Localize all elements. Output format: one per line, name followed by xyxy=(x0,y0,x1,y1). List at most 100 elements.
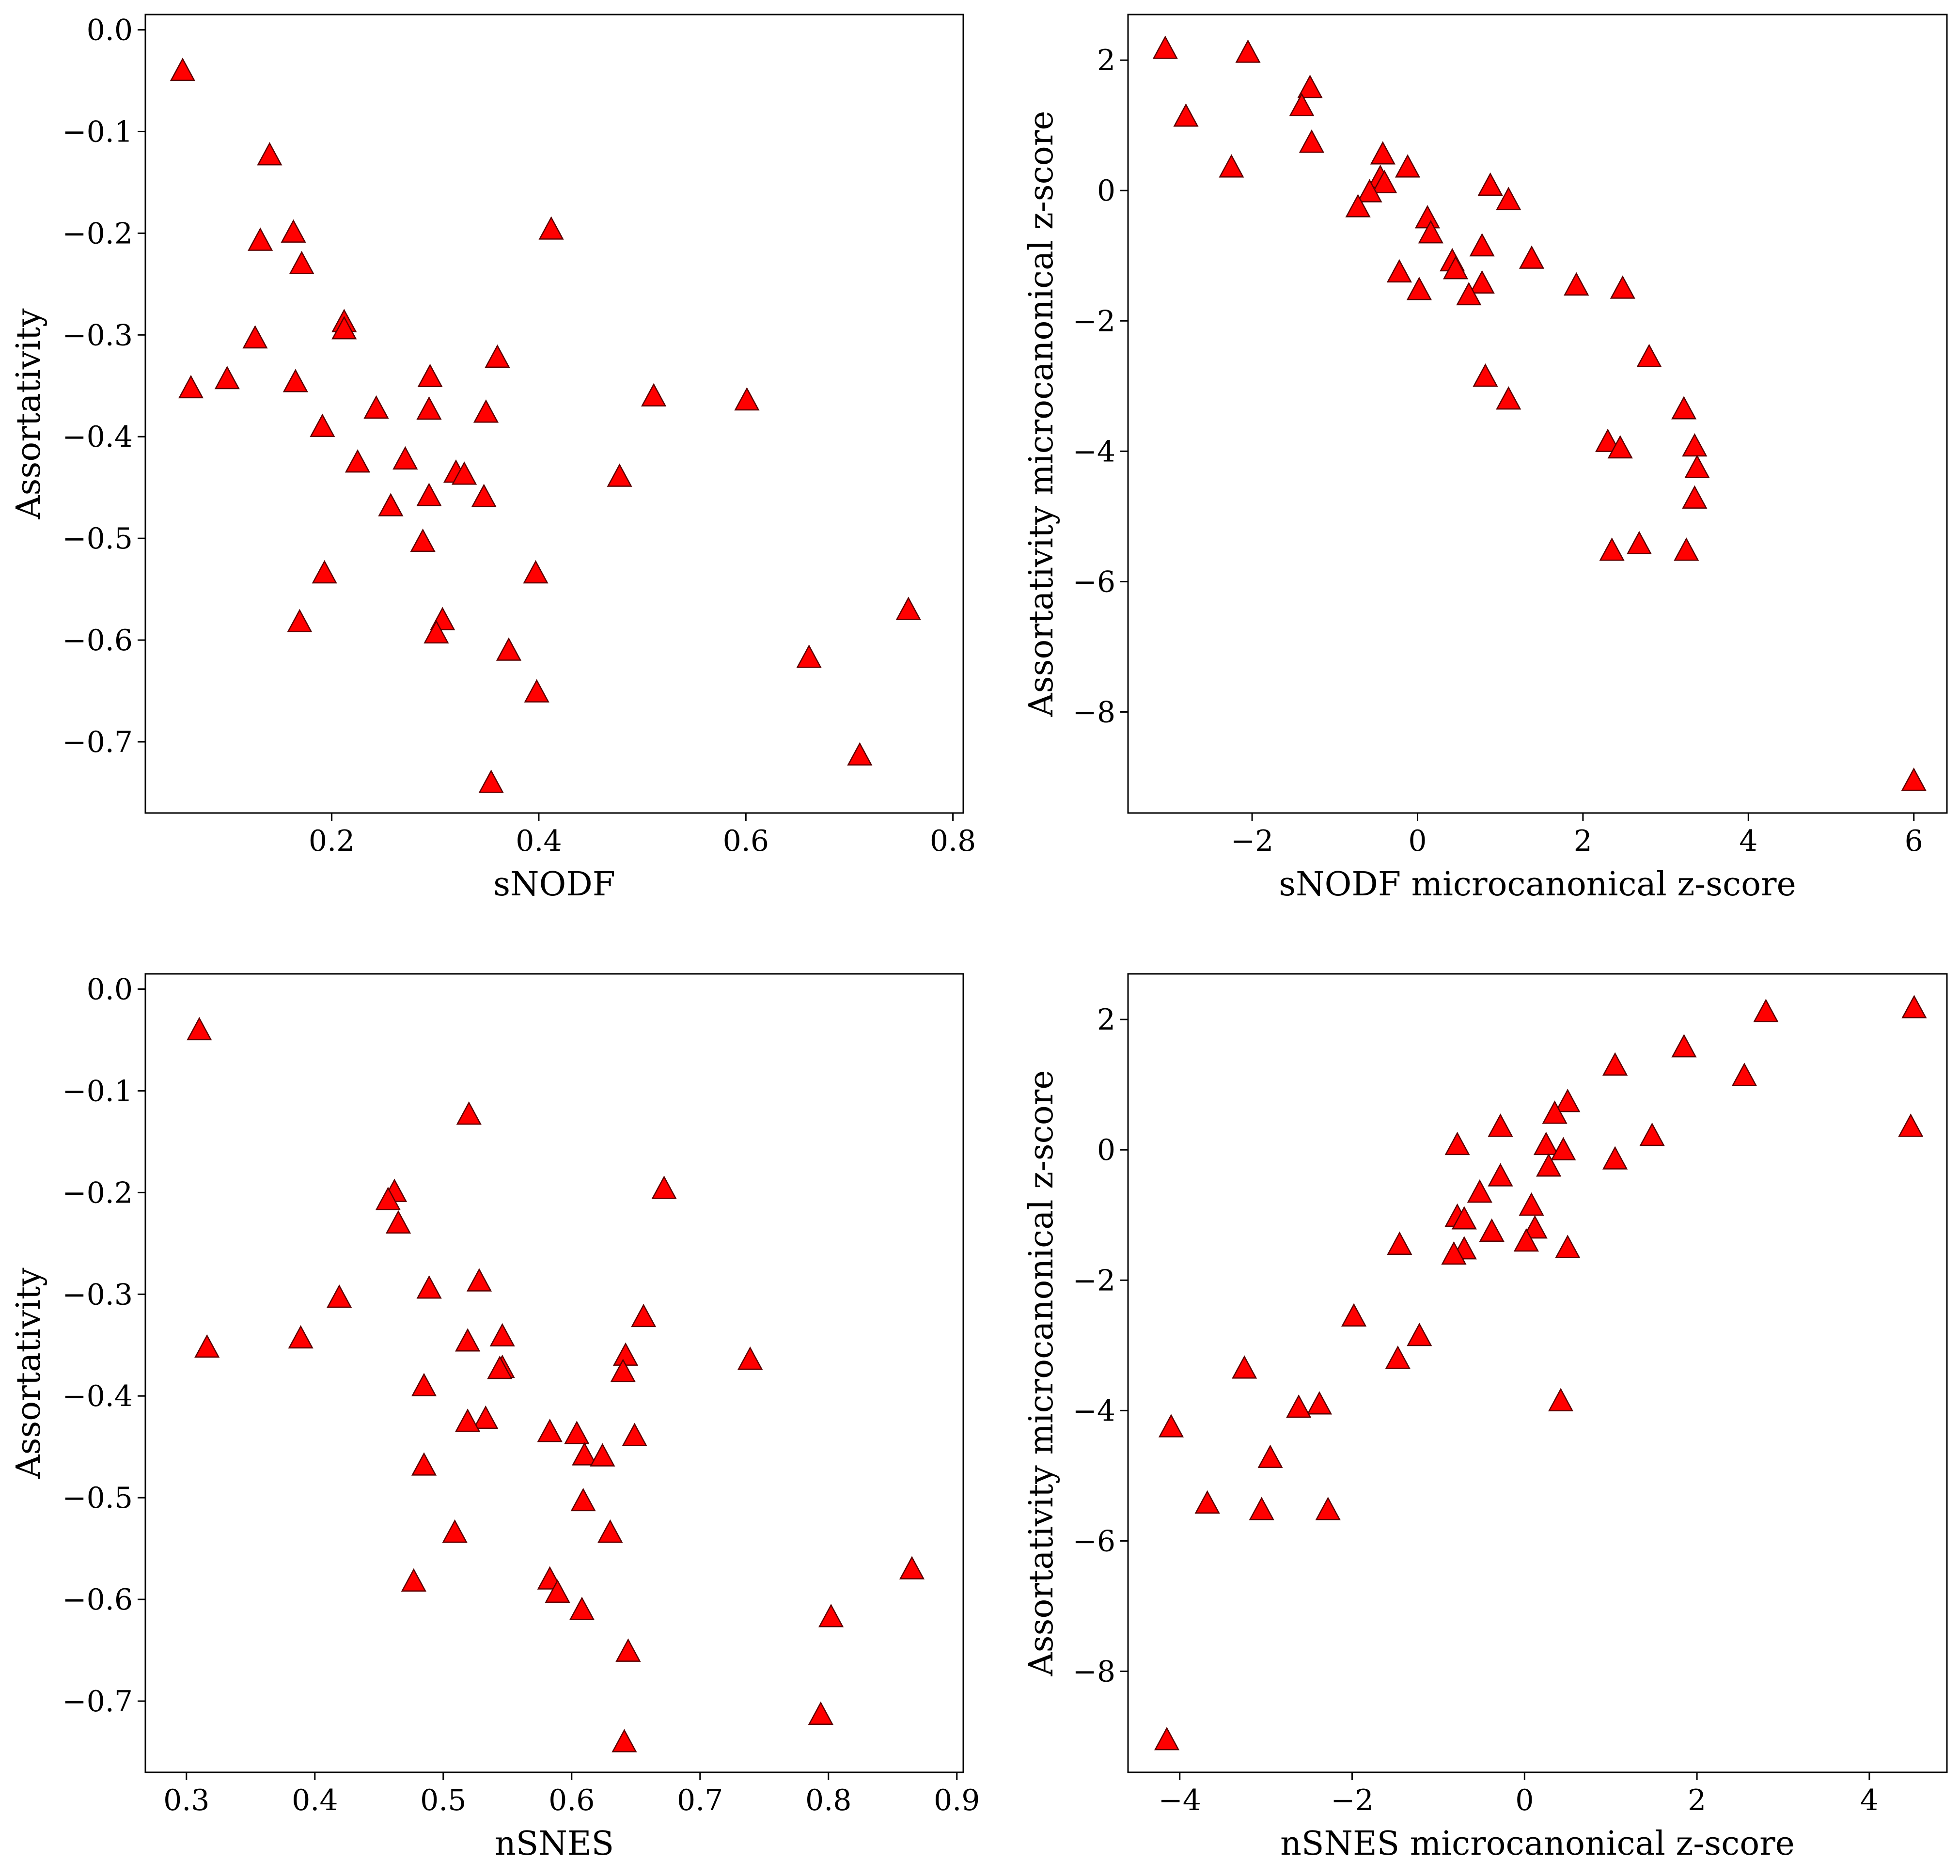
data-point xyxy=(375,1187,401,1210)
data-point xyxy=(1286,1394,1312,1418)
data-point xyxy=(1194,1490,1220,1514)
data-point xyxy=(1477,172,1503,196)
data-point xyxy=(442,1519,468,1543)
data-point xyxy=(1901,995,1927,1018)
y-tick-label: −0.1 xyxy=(62,1074,133,1108)
scatter-panel-p2: −2 0 2 4 6 2 0 −2 −4 −6 −8 sNODF microcanonical z-s… xyxy=(1022,14,1948,904)
data-point xyxy=(1496,386,1521,410)
data-point xyxy=(796,644,822,668)
data-point xyxy=(1555,1089,1581,1112)
data-point xyxy=(1386,259,1412,283)
scatter-panel-p4: −4 −2 0 2 4 2 0 −2 −4 −6 −8 nSNES microcanonical z-… xyxy=(1022,973,1948,1863)
y-tick-label: −2 xyxy=(1073,1264,1115,1298)
data-point xyxy=(378,493,404,516)
data-point xyxy=(1473,363,1498,387)
data-point xyxy=(631,1303,657,1328)
data-point xyxy=(1479,1218,1505,1242)
plot-frame xyxy=(1127,973,1948,1773)
x-tick-label: 6 xyxy=(1905,824,1923,858)
data-point xyxy=(1395,154,1421,178)
data-point xyxy=(895,596,921,620)
data-point xyxy=(1372,170,1397,193)
data-point xyxy=(282,369,308,392)
data-point xyxy=(1249,1497,1274,1520)
data-point xyxy=(489,1323,515,1347)
y-tick-label: −0.7 xyxy=(62,725,133,759)
data-point xyxy=(1444,1131,1470,1156)
data-point xyxy=(1235,39,1261,63)
data-point xyxy=(1469,270,1495,294)
data-point xyxy=(651,1175,677,1199)
data-point xyxy=(401,1568,426,1592)
data-point xyxy=(1753,999,1779,1022)
data-point xyxy=(1299,129,1325,153)
data-point xyxy=(1548,1388,1574,1411)
data-point xyxy=(1671,1034,1697,1058)
data-point xyxy=(1536,1153,1562,1177)
x-tick-label: 0.2 xyxy=(309,824,355,858)
data-point xyxy=(612,1729,637,1752)
x-axis-label: nSNES microcanonical z-score xyxy=(1280,1825,1795,1863)
data-point xyxy=(1257,1444,1283,1468)
y-tick-label: −4 xyxy=(1073,1394,1115,1428)
data-point xyxy=(1610,275,1635,299)
data-point xyxy=(1158,1414,1184,1438)
data-point xyxy=(1152,35,1178,59)
data-point xyxy=(487,1355,513,1379)
y-tick-label: 0 xyxy=(1097,174,1115,208)
data-point xyxy=(538,216,564,240)
data-point xyxy=(327,1284,352,1308)
y-tick-label: 0.0 xyxy=(87,13,133,47)
x-tick-label: 0.6 xyxy=(723,824,769,858)
data-point xyxy=(524,679,549,703)
x-tick-label: 0 xyxy=(1515,1783,1534,1817)
x-axis-label: sNODF xyxy=(493,865,615,904)
data-point xyxy=(564,1421,590,1444)
y-tick-label: −4 xyxy=(1073,435,1115,469)
scatter-panel-p3: 0.3 0.4 0.5 0.6 0.7 0.8 0.9 0.0 −0.1 −0.2 −0.3 −0.4… xyxy=(10,972,980,1863)
data-point xyxy=(178,375,204,399)
data-point xyxy=(818,1604,844,1627)
data-point xyxy=(1595,428,1621,452)
data-point xyxy=(456,1101,482,1125)
data-point xyxy=(1522,1215,1548,1239)
data-point xyxy=(1451,1206,1477,1230)
data-point xyxy=(473,399,499,423)
data-point xyxy=(615,1638,641,1662)
data-point xyxy=(455,1328,481,1352)
x-tick-label: 4 xyxy=(1860,1783,1879,1817)
data-point xyxy=(1289,93,1315,116)
data-point xyxy=(1626,531,1652,555)
panels: 0.2 0.4 0.6 0.8 0.0 −0.1 −0.2 −0.3 −0.4 −0.5 −0.6 −… xyxy=(10,13,1948,1863)
data-point xyxy=(1636,344,1662,367)
data-point xyxy=(1488,1163,1513,1187)
data-point xyxy=(287,609,313,632)
data-point xyxy=(1345,194,1371,218)
y-tick-label: −6 xyxy=(1073,565,1115,599)
data-point xyxy=(1674,537,1699,561)
y-tick-label: 0 xyxy=(1097,1133,1115,1167)
data-point xyxy=(1297,75,1323,98)
data-point xyxy=(416,396,442,420)
data-point xyxy=(597,1519,623,1543)
data-point xyxy=(496,637,522,661)
data-point xyxy=(1370,141,1396,165)
data-point xyxy=(1682,433,1708,457)
plot-frame xyxy=(144,14,964,814)
scatter-panel-p1: 0.2 0.4 0.6 0.8 0.0 −0.1 −0.2 −0.3 −0.4 −0.5 −0.6 −… xyxy=(10,13,976,904)
data-point xyxy=(1467,1179,1492,1203)
data-point xyxy=(1513,1228,1539,1252)
data-point xyxy=(257,142,282,166)
x-tick-label: 0.4 xyxy=(292,1783,338,1817)
y-tick-label: −0.3 xyxy=(62,1278,133,1312)
data-point xyxy=(1555,1235,1581,1258)
data-point xyxy=(545,1579,570,1603)
data-point xyxy=(452,461,477,485)
data-point xyxy=(1639,1123,1665,1146)
data-point xyxy=(485,344,510,368)
data-point xyxy=(1607,435,1633,459)
x-tick-label: −2 xyxy=(1331,1783,1373,1817)
data-point xyxy=(214,365,240,390)
x-tick-label: 2 xyxy=(1688,1783,1706,1817)
